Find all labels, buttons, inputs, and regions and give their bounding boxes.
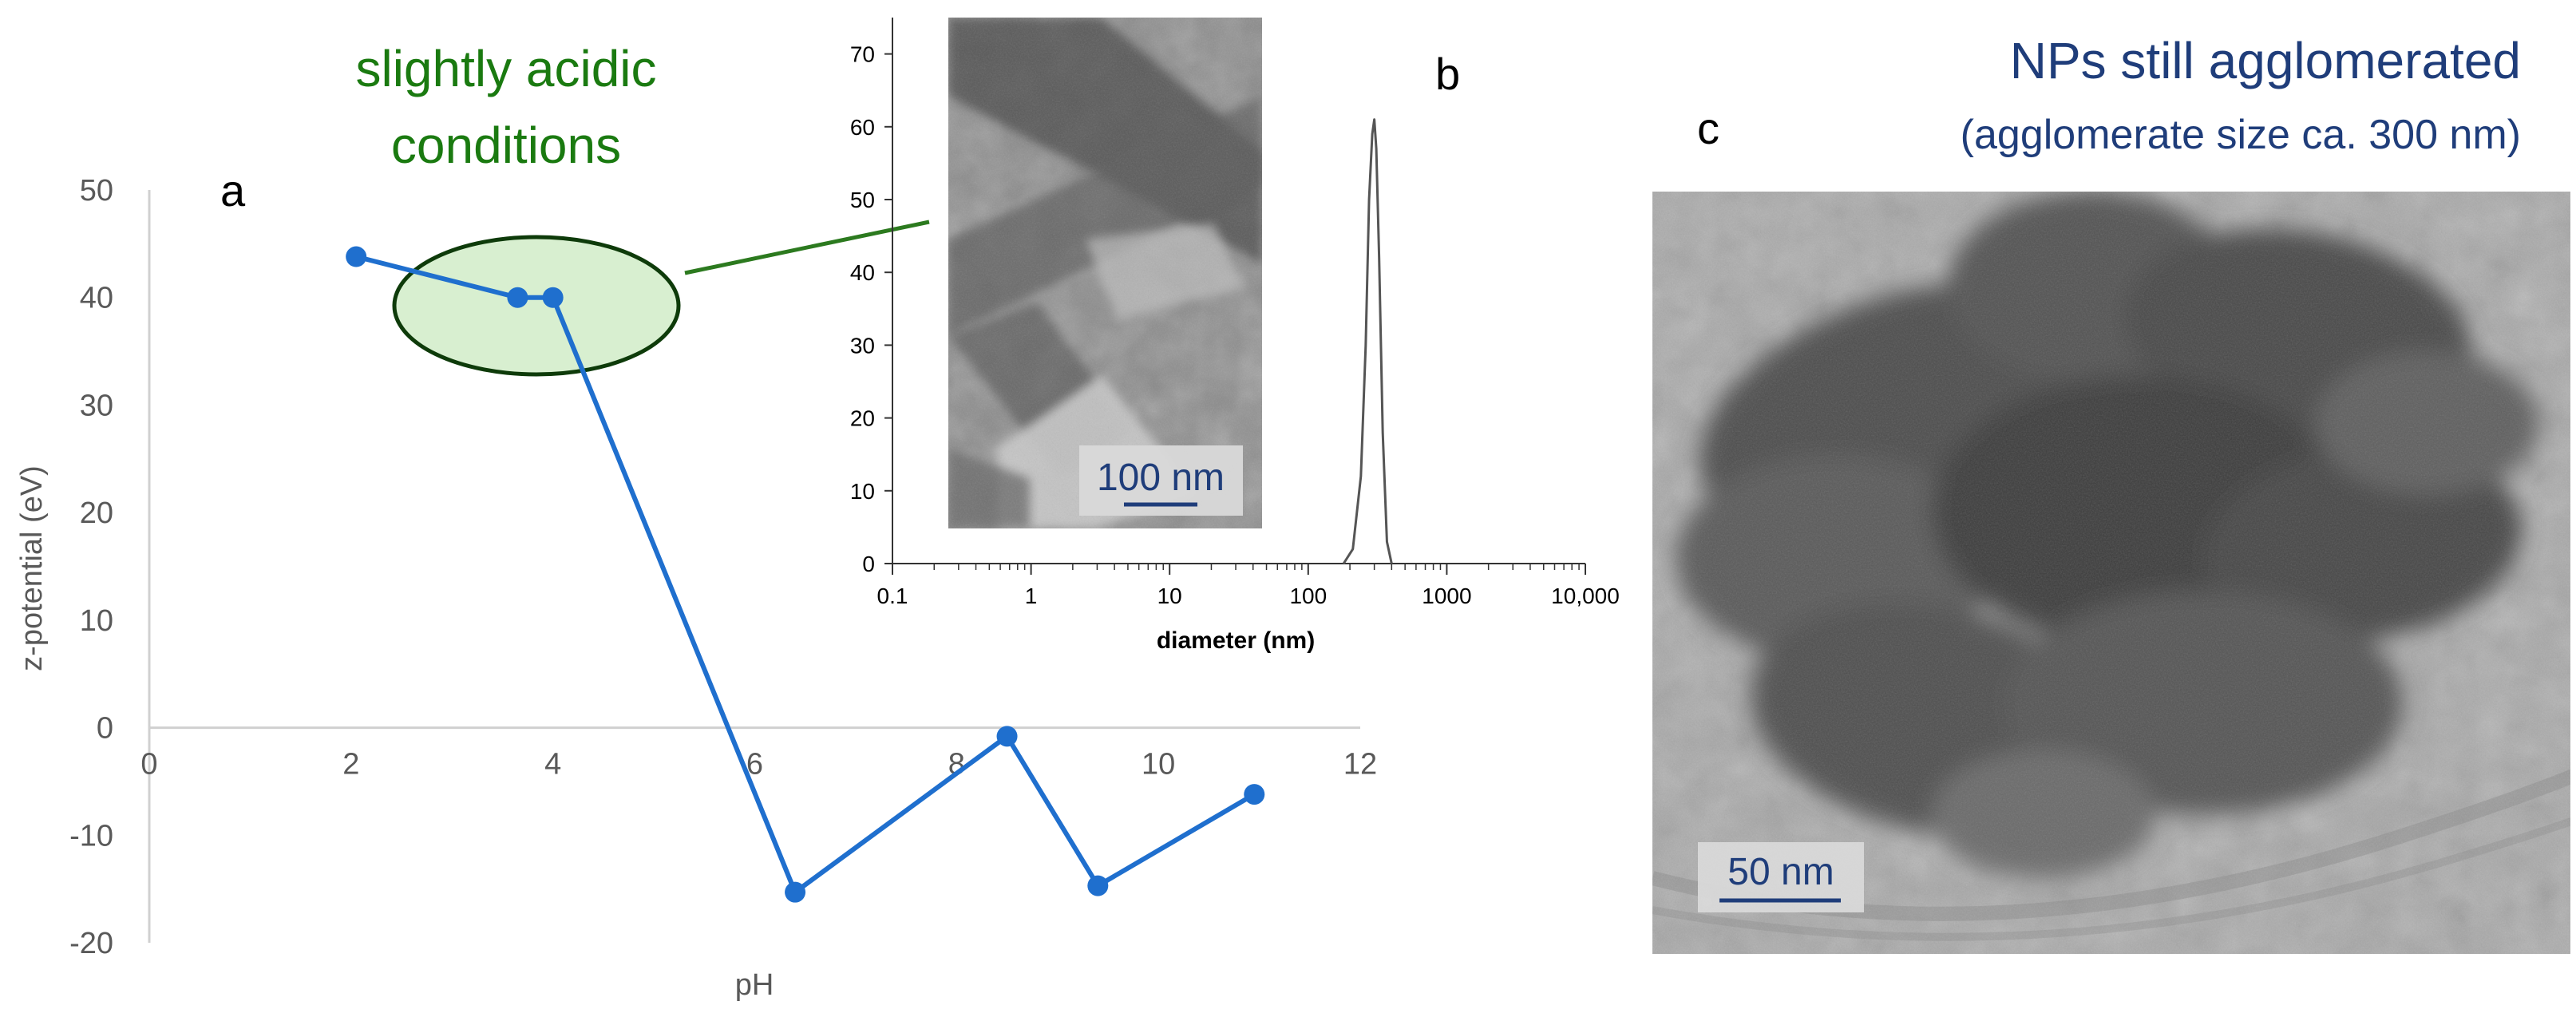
acidic-annotation-line1: slightly acidic: [355, 40, 656, 97]
size-y-tick-label: 30: [850, 333, 875, 358]
size-axes: [884, 18, 1586, 575]
inset-tem-image: [948, 18, 1262, 528]
zeta-x-axis-label: pH: [735, 968, 774, 1002]
size-y-tick-label: 40: [850, 260, 875, 285]
zeta-y-tick-label: -10: [69, 819, 113, 853]
zeta-y-tick-label: 10: [80, 604, 113, 638]
acidic-annotation-line2: conditions: [391, 117, 621, 174]
size-x-tick-label: 1000: [1422, 584, 1471, 608]
zeta-x-tick-labels: 0 2 4 6 8 10 12: [140, 748, 1377, 781]
size-y-tick-label: 70: [850, 42, 875, 67]
size-y-tick-label: 20: [850, 406, 875, 431]
zeta-y-tick-label: 20: [80, 497, 113, 530]
agglomerated-annotation-line2: (agglomerate size ca. 300 nm): [1961, 112, 2521, 158]
zeta-y-tick-label: 40: [80, 282, 113, 315]
zeta-axes: [148, 190, 1360, 943]
micrograph-scale-bar-label: 50 nm: [1727, 851, 1834, 893]
zeta-data-point: [1244, 784, 1265, 805]
zeta-data-point: [785, 881, 806, 903]
size-y-tick-label: 50: [850, 188, 875, 212]
zeta-y-tick-labels: -20 -10 0 10 20 30 40 50: [69, 174, 113, 960]
acidic-highlight-ellipse: [392, 235, 681, 377]
size-series: [1342, 118, 1393, 564]
zeta-data-point: [1087, 875, 1109, 896]
zeta-series: [346, 246, 1265, 903]
size-y-tick-label: 0: [862, 552, 875, 576]
acidic-callout-line: [684, 220, 930, 275]
size-distribution-line: [1342, 118, 1393, 564]
tem-micrograph-image: [1652, 192, 2570, 954]
zeta-y-axis-label: z-potential (eV): [15, 465, 49, 671]
panel-label-c: c: [1697, 103, 1719, 153]
size-x-tick-label: 10,000: [1551, 584, 1620, 608]
zeta-y-tick-label: 50: [80, 174, 113, 208]
panel-label-b: b: [1435, 49, 1460, 99]
zeta-x-tick-label: 12: [1343, 748, 1377, 781]
size-x-tick-label: 10: [1157, 584, 1182, 608]
size-distribution-inset: 100 nm 0 10 20 30 40 50 60 70 0.1 1 10 100 1000 10,0…: [850, 18, 1620, 654]
zeta-y-tick-label: -20: [69, 927, 113, 960]
zeta-x-tick-label: 4: [544, 748, 561, 781]
zeta-x-tick-label: 6: [746, 748, 763, 781]
size-y-tick-label: 60: [850, 115, 875, 140]
zeta-data-point: [346, 246, 367, 267]
zeta-x-tick-label: 0: [140, 748, 157, 781]
size-y-tick-labels: 0 10 20 30 40 50 60 70: [850, 42, 875, 576]
size-x-tick-label: 0.1: [877, 584, 908, 608]
size-x-axis-label: diameter (nm): [1157, 627, 1315, 654]
size-y-tick-label: 10: [850, 479, 875, 504]
zeta-y-tick-label: 0: [97, 712, 113, 746]
panel-label-a: a: [220, 165, 246, 216]
inset-scale-bar-label: 100 nm: [1097, 457, 1225, 499]
size-x-tick-label: 100: [1289, 584, 1327, 608]
size-x-tick-label: 1: [1025, 584, 1038, 608]
zeta-data-point: [542, 287, 564, 308]
zeta-x-tick-label: 2: [342, 748, 359, 781]
zeta-data-point: [996, 726, 1018, 747]
zeta-y-tick-label: 30: [80, 389, 113, 422]
size-x-tick-labels: 0.1 1 10 100 1000 10,000: [877, 584, 1620, 608]
zeta-data-point: [507, 287, 528, 308]
zeta-x-tick-label: 10: [1142, 748, 1175, 781]
agglomerated-annotation-line1: NPs still agglomerated: [2010, 32, 2521, 89]
tem-micrograph-panel: c NPs still agglomerated (agglomerate si…: [1652, 32, 2570, 954]
